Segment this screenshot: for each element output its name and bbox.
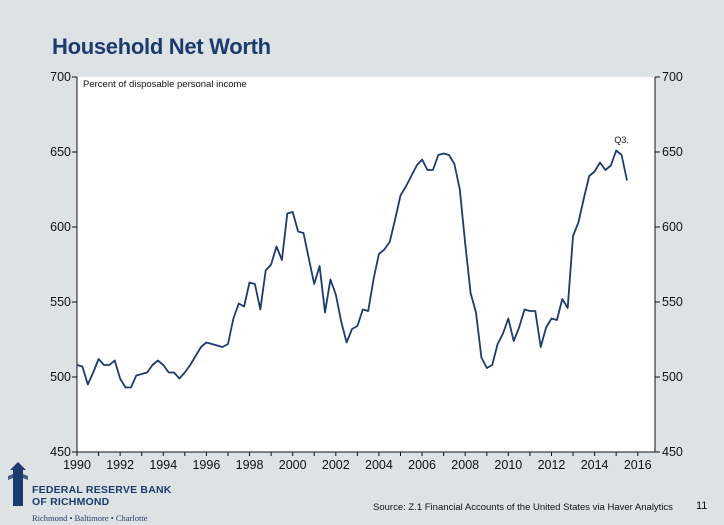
y-tick-label-right: 550 (662, 295, 683, 309)
x-tick-label: 2010 (494, 458, 522, 472)
x-tick-label: 1990 (63, 458, 91, 472)
y-tick-label-right: 450 (662, 445, 683, 459)
x-tick-label: 2016 (624, 458, 652, 472)
x-tick-label: 2002 (322, 458, 350, 472)
source-note: Source: Z.1 Financial Accounts of the Un… (373, 502, 673, 513)
plot-area (77, 77, 655, 452)
logo-cities: Richmond • Baltimore • Charlotte (32, 513, 148, 523)
eagle-emblem-icon (8, 462, 28, 506)
x-tick-label: 2006 (408, 458, 436, 472)
y-tick-label-left: 450 (50, 445, 71, 459)
x-tick-label: 2014 (581, 458, 609, 472)
y-tick-label-left: 500 (50, 370, 71, 384)
x-tick-label: 1992 (106, 458, 134, 472)
y-tick-label-right: 650 (662, 145, 683, 159)
y-tick-label-left: 650 (50, 145, 71, 159)
logo-name-line2: OF RICHMOND (32, 496, 110, 508)
y-tick-label-right: 500 (662, 370, 683, 384)
axes: 450 500 550 600 650 700 450 500 550 600 650 700 1990… (50, 70, 683, 472)
annotations: Q3. (614, 135, 629, 145)
x-tick-label: 2000 (279, 458, 307, 472)
slide-title: Household Net Worth (52, 34, 271, 59)
logo-name-line1: FEDERAL RESERVE BANK (32, 484, 172, 496)
x-tick-label: 2012 (538, 458, 566, 472)
y-tick-label-right: 600 (662, 220, 683, 234)
x-tick-label: 2004 (365, 458, 393, 472)
y-tick-label-left: 550 (50, 295, 71, 309)
y-axis-label: Percent of disposable personal income (83, 79, 247, 90)
annotation-label: Q3. (614, 135, 629, 145)
page-number: 11 (696, 500, 708, 512)
y-tick-label-right: 700 (662, 70, 683, 84)
y-tick-label-left: 600 (50, 220, 71, 234)
y-tick-label-left: 700 (50, 70, 71, 84)
x-tick-label: 1996 (192, 458, 220, 472)
x-tick-label: 1998 (236, 458, 264, 472)
x-tick-label: 1994 (149, 458, 177, 472)
series-line (76, 149, 628, 389)
x-tick-label: 2008 (451, 458, 479, 472)
